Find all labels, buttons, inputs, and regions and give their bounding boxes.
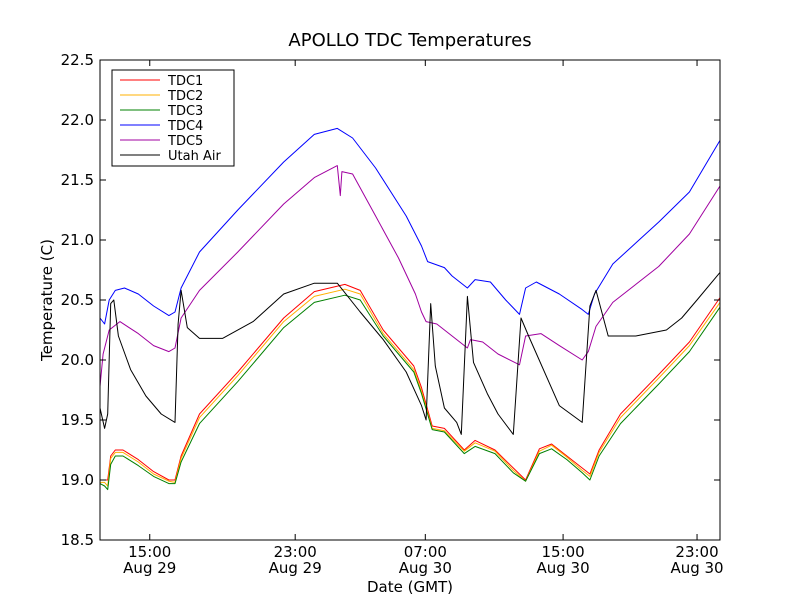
series-line-utah-air [99, 272, 721, 435]
y-tick-label: 19.0 [61, 471, 94, 489]
x-axis-label: Date (GMT) [367, 578, 453, 596]
x-tick-label-date: Aug 29 [123, 559, 176, 577]
y-tick-label: 22.0 [61, 111, 94, 129]
series-line-tdc2 [100, 288, 721, 487]
x-tick-label-date: Aug 29 [269, 559, 322, 577]
legend-frame [111, 69, 235, 167]
legend-label: TDC5 [167, 134, 203, 149]
y-tick-label: 20.5 [61, 291, 94, 309]
x-tick-label-date: Aug 30 [537, 559, 590, 577]
series-line-tdc5 [99, 165, 721, 387]
series-line-tdc3 [99, 294, 721, 491]
x-tick-label-time: 15:00 [541, 543, 584, 561]
chart-title: APOLLO TDC Temperatures [288, 30, 531, 51]
x-tick-label-time: 07:00 [404, 543, 447, 561]
series-layer [99, 127, 721, 491]
legend-label: TDC1 [167, 74, 203, 89]
x-tick-label-date: Aug 30 [399, 559, 452, 577]
series-line-tdc4 [99, 127, 721, 325]
y-tick-label: 21.5 [61, 171, 94, 189]
legend-label: TDC4 [167, 119, 203, 134]
y-tick-label: 21.0 [61, 231, 94, 249]
series-line-tdc1 [100, 283, 721, 481]
y-tick-label: 18.5 [61, 531, 94, 549]
x-tick-label-date: Aug 30 [670, 559, 723, 577]
x-tick-label-time: 23:00 [675, 543, 718, 561]
y-tick-label: 20.0 [61, 351, 94, 369]
plot-frame [99, 59, 721, 541]
ticks-layer: 18.5 19.0 19.5 20.0 20.5 21.0 21.5 22.0 22.5 15:0… [61, 51, 724, 577]
legend-label: TDC2 [167, 89, 203, 104]
y-tick-label: 19.5 [61, 411, 94, 429]
x-tick-label-time: 23:00 [274, 543, 317, 561]
y-axis-label: Temperature (C) [38, 239, 56, 362]
x-tick-label-time: 15:00 [128, 543, 171, 561]
y-tick-label: 22.5 [61, 51, 94, 69]
legend-label: Utah Air [168, 149, 221, 164]
legend-label: TDC3 [167, 104, 203, 119]
